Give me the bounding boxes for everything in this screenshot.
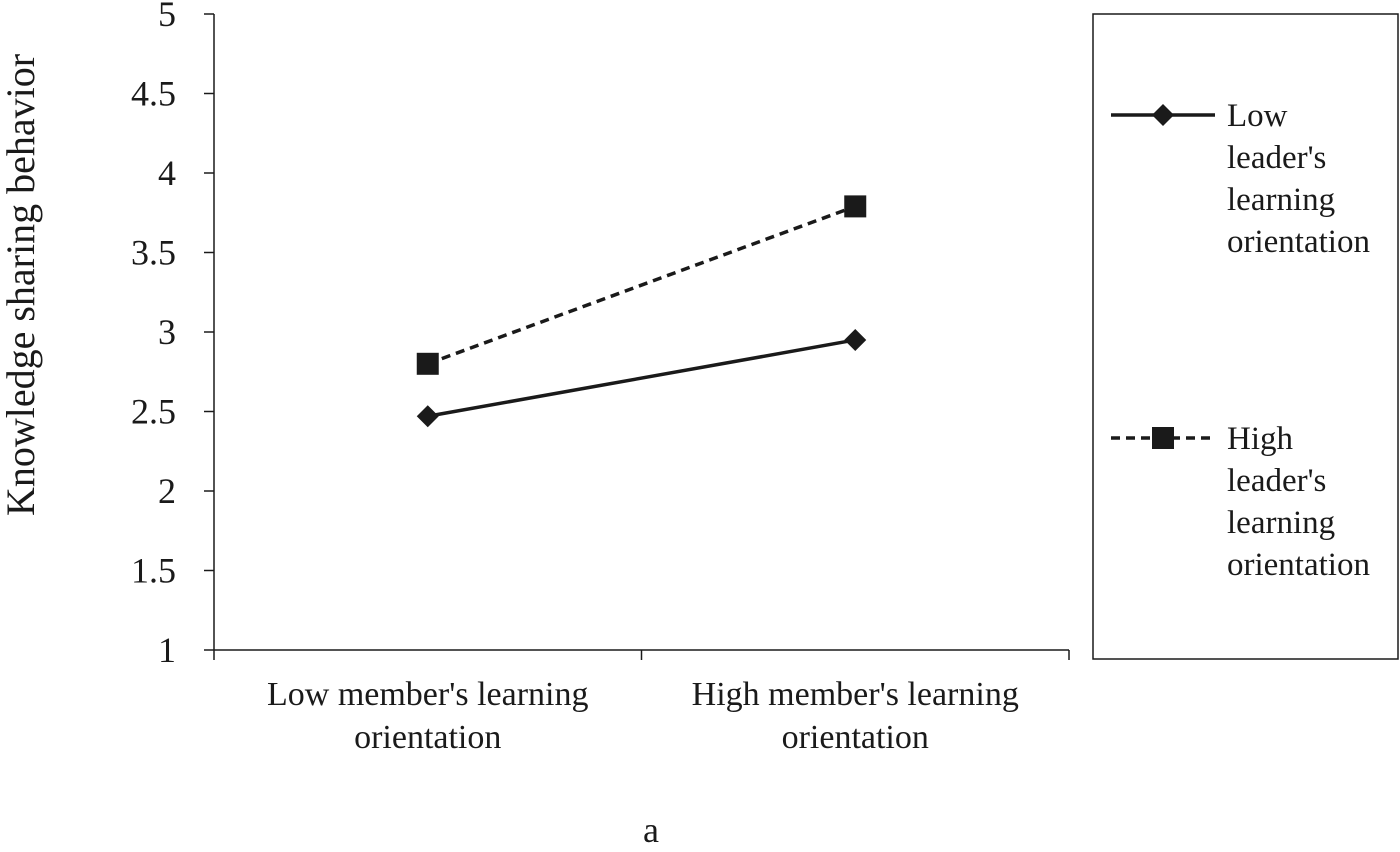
legend-label: Low leader's learning orientation — [1227, 98, 1370, 260]
series-low-leader — [416, 328, 867, 428]
y-tick-label: 5 — [158, 0, 176, 34]
figure-caption: a — [643, 810, 659, 850]
y-tick-label: 1 — [158, 630, 176, 670]
series-line — [427, 338, 856, 418]
axes — [213, 14, 1070, 660]
legend-label: High leader's learning orientation — [1227, 421, 1370, 583]
legend-entry: Low leader's learning orientation — [1111, 98, 1370, 260]
data-point — [844, 195, 867, 218]
x-tick-label: Low member's learning orientation — [267, 676, 588, 756]
series-high-leader — [416, 195, 867, 375]
series-layer — [416, 195, 867, 428]
x-axis-labels: Low member's learning orientation High mem… — [267, 676, 1019, 756]
y-tick-label: 2.5 — [131, 392, 176, 432]
data-point — [416, 352, 439, 375]
legend: Low leader's learning orientation High leader… — [1092, 13, 1399, 660]
series-line — [427, 204, 856, 366]
legend-entry: High leader's learning orientation — [1111, 421, 1370, 583]
x-tick-label: High member's learning orientation — [692, 676, 1019, 756]
legend-box — [1092, 13, 1399, 660]
y-tick-label: 4.5 — [131, 74, 176, 114]
y-tick-label: 3.5 — [131, 233, 176, 273]
data-point — [844, 328, 867, 351]
legend-marker — [1152, 427, 1174, 449]
y-axis-ticks: 1 1.5 2 2.5 3 3.5 4 4.5 5 — [131, 0, 214, 670]
y-tick-label: 1.5 — [131, 551, 176, 591]
y-tick-label: 3 — [158, 312, 176, 352]
y-tick-label: 2 — [158, 471, 176, 511]
legend-marker — [1152, 104, 1174, 126]
y-axis-label: Knowledge sharing behavior — [0, 54, 43, 516]
y-tick-label: 4 — [158, 153, 176, 193]
data-point — [416, 405, 439, 428]
